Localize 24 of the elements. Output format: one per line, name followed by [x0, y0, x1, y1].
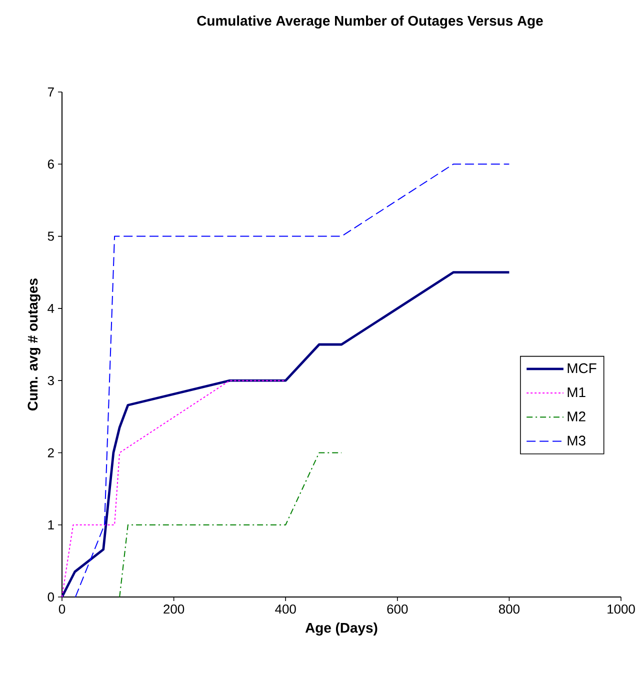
y-tick-label: 1 — [48, 520, 54, 530]
x-tick-label: 1000 — [608, 604, 635, 614]
x-tick-label: 0 — [58, 604, 66, 614]
x-tick-label: 600 — [387, 604, 408, 614]
y-tick-label: 4 — [48, 304, 54, 313]
y-tick-label: 2 — [48, 448, 54, 458]
legend-label: M3 — [568, 436, 586, 446]
x-tick-label: 200 — [164, 604, 184, 614]
y-tick-label: 3 — [48, 376, 54, 386]
line-series — [74, 164, 510, 598]
line-series — [62, 380, 286, 598]
y-tick-label: 7 — [48, 88, 54, 96]
x-axis-title: Age (Days) — [305, 622, 378, 636]
x-tick-label: 400 — [275, 604, 296, 614]
y-axis-title: Cum. avg # outages — [28, 278, 40, 410]
chart-title: Cumulative Average Number of Outages Versus Age — [197, 15, 543, 29]
legend-label: MCF — [568, 363, 596, 374]
legend-label: M2 — [568, 411, 586, 422]
legend-label: M1 — [568, 387, 586, 398]
y-tick-label: 5 — [48, 232, 54, 241]
line-series — [60, 271, 510, 598]
x-tick-label: 800 — [498, 604, 520, 614]
y-tick-label: 6 — [48, 160, 54, 169]
y-tick-label: 0 — [48, 592, 54, 602]
